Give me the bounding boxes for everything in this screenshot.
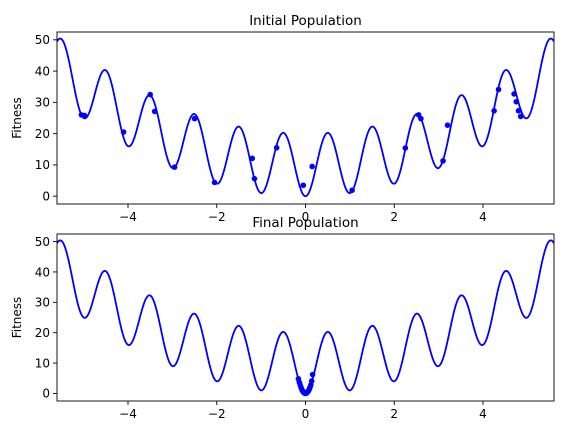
chart-title: Initial Population <box>249 13 362 29</box>
y-tick-label: 50 <box>35 235 50 249</box>
population-point <box>511 91 517 97</box>
fitness-curve <box>57 37 554 198</box>
population-point <box>418 115 424 122</box>
y-tick-label: 40 <box>35 64 50 78</box>
population-point <box>515 108 522 114</box>
population-point <box>300 182 307 189</box>
population-point <box>273 144 280 151</box>
population-point <box>309 371 316 378</box>
y-tick-label: 0 <box>42 387 50 401</box>
population-point <box>120 129 127 135</box>
y-tick-label: 10 <box>35 158 50 172</box>
population-point <box>171 164 178 170</box>
population-point <box>191 115 198 122</box>
x-tick-label: −4 <box>119 210 137 224</box>
population-point <box>309 163 315 170</box>
population-point <box>440 158 446 164</box>
y-tick-label: 30 <box>35 296 50 310</box>
population-point <box>444 122 451 128</box>
y-axis-label: Fitness <box>10 97 24 139</box>
population-point <box>491 108 497 114</box>
x-tick-label: 0 <box>302 210 310 224</box>
population-point <box>151 108 158 115</box>
x-tick-label: 0 <box>302 407 310 421</box>
population-point <box>513 98 520 105</box>
y-tick-label: 20 <box>35 326 50 340</box>
y-tick-label: 10 <box>35 356 50 370</box>
y-tick-label: 0 <box>42 189 50 203</box>
y-tick-label: 30 <box>35 96 50 110</box>
population-point <box>402 145 409 151</box>
chart-title: Final Population <box>252 215 358 231</box>
population-point <box>211 179 218 186</box>
population-point <box>308 378 315 384</box>
x-tick-label: −2 <box>208 210 226 224</box>
x-tick-label: −2 <box>208 407 226 421</box>
x-tick-label: 4 <box>479 210 487 224</box>
y-tick-label: 20 <box>35 127 50 141</box>
population-point <box>147 91 153 98</box>
population-point <box>251 175 258 182</box>
population-point <box>249 155 256 162</box>
y-tick-label: 50 <box>35 33 50 47</box>
x-tick-label: −4 <box>119 407 137 421</box>
population-point <box>81 112 88 119</box>
x-tick-label: 2 <box>390 407 398 421</box>
population-point <box>517 113 524 120</box>
y-axis-label: Fitness <box>10 297 24 339</box>
x-tick-label: 2 <box>390 210 398 224</box>
y-tick-label: 40 <box>35 265 50 279</box>
x-tick-label: 4 <box>479 407 487 421</box>
population-point <box>495 86 502 93</box>
population-point <box>349 187 355 194</box>
